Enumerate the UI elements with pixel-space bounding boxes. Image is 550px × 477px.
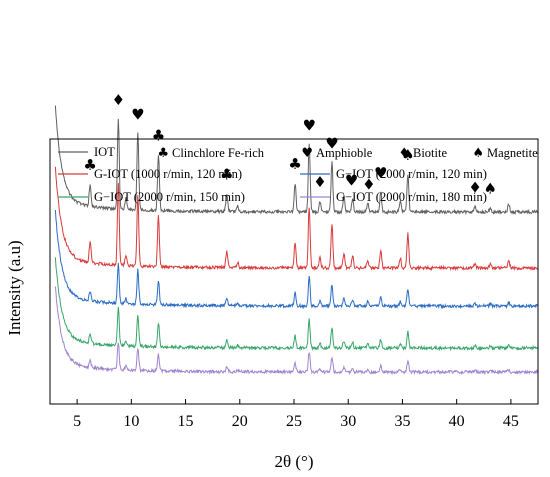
series-line (54, 257, 539, 352)
peak-marker-symbol: ♥ (131, 105, 144, 123)
legend-series-label: IOT (94, 145, 115, 159)
legend-series-label: G−IOT (2000 r/min, 120 min) (336, 167, 487, 181)
peak-marker-symbol: ♦ (468, 179, 481, 197)
x-tick-label: 30 (340, 413, 356, 430)
x-tick-label: 15 (178, 413, 194, 430)
x-tick-label: 35 (394, 413, 410, 430)
series-line (54, 166, 539, 272)
series-line (54, 286, 539, 376)
legend: ♣ Clinchlore Fe-rich ♥ Amphioble ♦ Biotite ♠ Ma… (58, 145, 538, 204)
peak-marker-symbol: ♥ (302, 116, 315, 134)
peak-marker-symbol: ♣ (220, 166, 233, 184)
phase-legend-label: Biotite (413, 146, 447, 160)
x-tick-label: 10 (123, 413, 139, 430)
x-tick-label: 5 (73, 413, 81, 430)
x-tick-label: 40 (449, 413, 465, 430)
phase-legend-symbol: ♣ (157, 146, 169, 161)
peak-marker-symbol: ♣ (83, 156, 96, 174)
x-tick-label: 25 (286, 413, 302, 430)
y-axis-label: Intensity (a.u) (5, 240, 24, 335)
peak-marker-symbol: ♦ (313, 173, 326, 191)
peak-marker-symbol: ♦ (362, 176, 375, 194)
phase-legend-label: Clinchlore Fe-rich (172, 146, 265, 160)
phase-legend-symbol: ♠ (472, 146, 484, 161)
series-line (54, 105, 539, 216)
legend-series-label: G−IOT (2000 r/min, 150 min) (94, 190, 245, 204)
legend-series-label: G−IOT (2000 r/min, 180 min) (336, 190, 487, 204)
x-tick-label: 45 (503, 413, 519, 430)
phase-legend-label: Amphioble (316, 146, 373, 160)
peak-markers-layer: ♣♦♥♣♣♣♥♦♥♥ ♦♥♠♦ ♠ (83, 91, 497, 198)
peak-marker-symbol: ♣ (288, 155, 301, 173)
peak-marker-symbol: ♣ (152, 127, 165, 145)
peak-marker-symbol: ♠ (484, 179, 497, 197)
peak-marker-symbol: ♥ (345, 171, 358, 189)
peak-marker-symbol: ♥ (374, 164, 387, 182)
phase-legend-label: Magnetite (487, 146, 538, 160)
curves-layer (54, 105, 539, 376)
phase-legend-symbol: ♦ (398, 146, 410, 161)
x-axis-label: 2θ (°) (274, 452, 313, 471)
phase-legend-symbol: ♥ (301, 146, 313, 161)
series-line (54, 209, 539, 310)
x-tick-label: 20 (232, 413, 248, 430)
peak-marker-symbol: ♦ (112, 91, 125, 109)
legend-series-label: G-IOT (1000 r/min, 120 min) (94, 167, 242, 181)
peak-marker-symbol: ♠ (401, 146, 414, 164)
x-ticks-layer: 5 10 15 20 25 30 35 40 45 (73, 399, 519, 430)
